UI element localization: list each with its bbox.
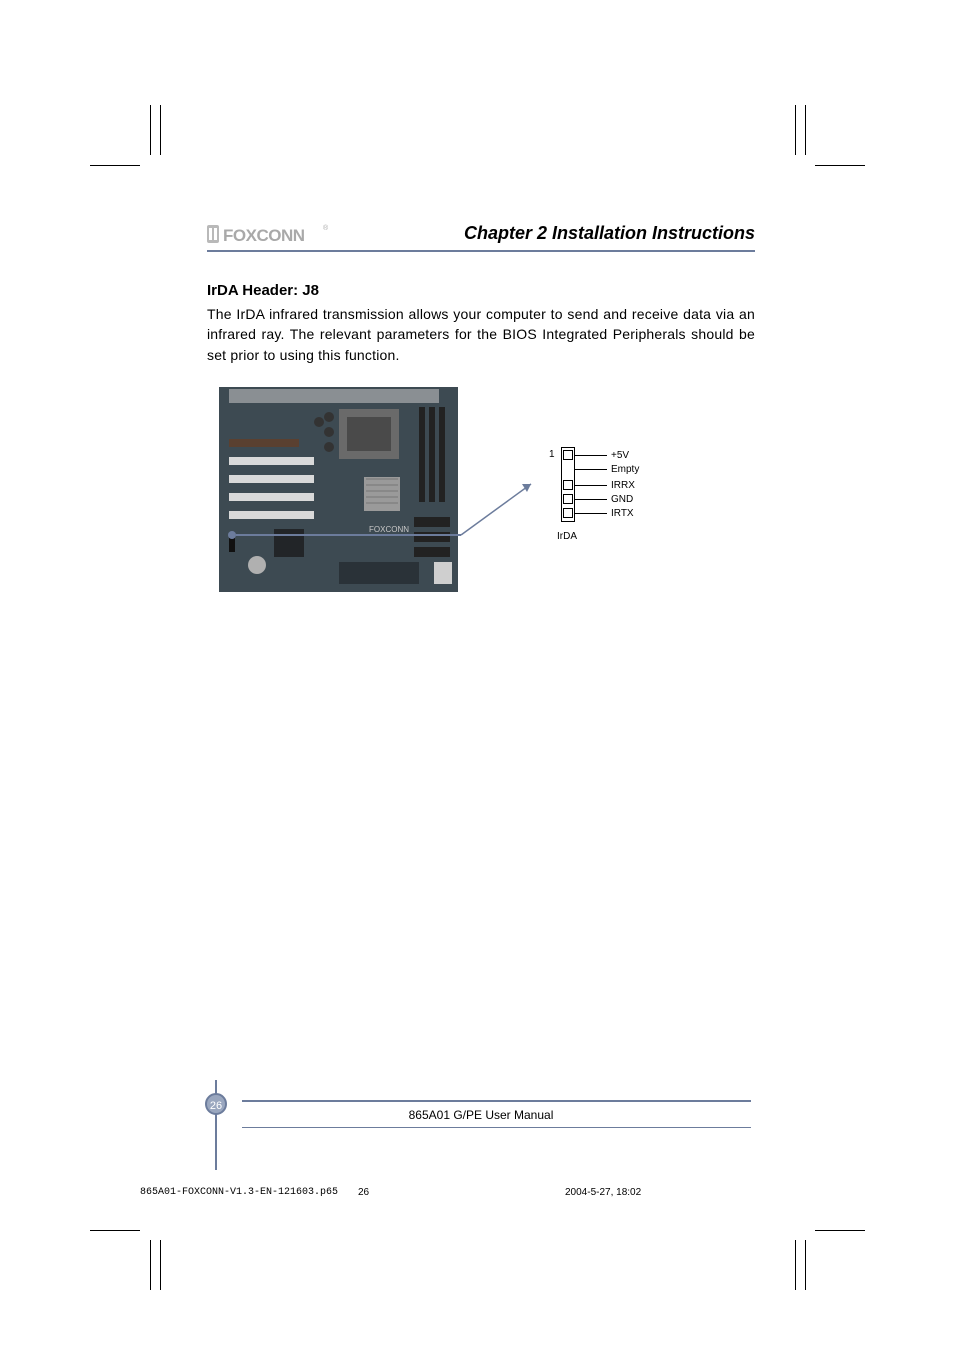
footer-rule [242, 1100, 751, 1102]
callout-diagonal [459, 478, 539, 538]
irda-pin-label: IRTX [611, 508, 634, 519]
irda-leader [575, 499, 607, 500]
irda-leader [575, 469, 607, 470]
chapter-title: Chapter 2 Installation Instructions [464, 223, 755, 244]
callout-dot [228, 531, 236, 539]
irda-pin-1 [563, 450, 573, 460]
cropmark [805, 1240, 806, 1290]
cropmark [150, 1240, 151, 1290]
irda-pin-4 [563, 494, 573, 504]
cropmark [160, 1240, 161, 1290]
motherboard-image: FOXCONN [219, 387, 458, 592]
body-paragraph: The IrDA infrared transmission allows yo… [207, 304, 755, 365]
irda-leader [575, 485, 607, 486]
svg-text:FOXCONN: FOXCONN [223, 226, 305, 245]
imprint-page: 26 [358, 1187, 369, 1198]
imprint-timestamp: 2004-5-27, 18:02 [565, 1187, 641, 1198]
page: FOXCONN ® Chapter 2 Installation Instruc… [0, 0, 954, 1351]
irda-pin-diagram: 1 +5V Empty IRRX GND IRTX IrDA [559, 447, 699, 567]
cropmark [160, 105, 161, 155]
cropmark [90, 165, 140, 166]
irda-pin-3 [563, 480, 573, 490]
cropmark [815, 165, 865, 166]
cropmark [795, 1240, 796, 1290]
cropmark [795, 105, 796, 155]
irda-pin-5 [563, 508, 573, 518]
footer-rule [242, 1127, 751, 1128]
irda-leader [575, 513, 607, 514]
header-underline [207, 250, 755, 252]
cropmark [805, 105, 806, 155]
callout-line [236, 534, 461, 536]
irda-diagram-label: IrDA [557, 531, 577, 542]
section-heading: IrDA Header: J8 [207, 282, 319, 299]
irda-pin-label: IRRX [611, 480, 635, 491]
irda-pin-label: GND [611, 494, 633, 505]
cropmark [90, 1230, 140, 1231]
imprint-filename: 865A01-FOXCONN-V1.3-EN-121603.p65 [140, 1187, 338, 1198]
footer-manual-title: 865A01 G/PE User Manual [207, 1108, 755, 1122]
pin1-label: 1 [549, 449, 555, 460]
cropmark [150, 105, 151, 155]
svg-text:FOXCONN: FOXCONN [369, 525, 409, 534]
cropmark [815, 1230, 865, 1231]
page-header: FOXCONN ® Chapter 2 Installation Instruc… [207, 222, 755, 248]
svg-text:®: ® [323, 224, 329, 232]
page-number-badge: 26 [205, 1093, 227, 1115]
foxconn-logo: FOXCONN ® [207, 222, 331, 248]
irda-leader [575, 455, 607, 456]
irda-pin-label: +5V [611, 450, 629, 461]
irda-pin-label: Empty [611, 464, 639, 475]
